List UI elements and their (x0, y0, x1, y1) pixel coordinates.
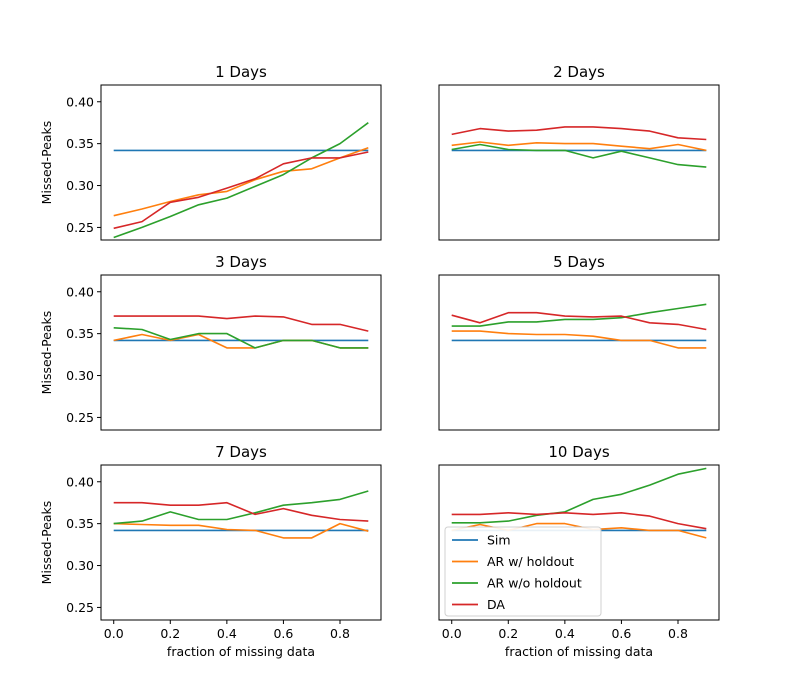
series-line-ar-w-o-holdout (451, 467, 707, 524)
y-tick-label: 0.40 (66, 284, 94, 299)
series-line-ar-w-holdout (113, 147, 369, 217)
panel-title: 7 Days (215, 443, 267, 461)
series-line-da (451, 511, 707, 530)
axes-frame (100, 274, 382, 431)
series-line-ar-w-o-holdout (451, 303, 707, 327)
x-tick-label: 0.8 (330, 626, 350, 641)
series-line-da (451, 311, 707, 331)
axes-frame (438, 464, 720, 621)
legend-frame (444, 526, 602, 617)
x-tick-label: 0.2 (498, 626, 518, 641)
panel-2-days: 2 Days (438, 63, 720, 241)
series-line-ar-w-o-holdout (451, 143, 707, 168)
y-tick-label: 0.40 (66, 474, 94, 489)
x-tick-label: 0.4 (555, 626, 575, 641)
series-line-da (451, 126, 707, 141)
x-axis-label: fraction of missing data (505, 644, 653, 659)
legend-entry: AR w/ holdout (487, 554, 574, 569)
x-axis-label: fraction of missing data (167, 644, 315, 659)
panel-3-days: 3 Days 0.25 0.30 0.35 0.40 Missed-Peaks (39, 253, 382, 431)
x-tick-label: 0.0 (104, 626, 124, 641)
y-tick-label: 0.35 (66, 326, 94, 341)
series-line-ar-w-o-holdout (113, 122, 369, 239)
y-tick-label: 0.25 (66, 600, 94, 615)
series-line-da (113, 501, 369, 522)
axes-frame (438, 84, 720, 241)
y-tick-label: 0.35 (66, 516, 94, 531)
x-tick-label: 0.6 (273, 626, 293, 641)
series-line-da (113, 315, 369, 332)
y-tick-label: 0.35 (66, 136, 94, 151)
panel-7-days: 7 Days 0.25 0.30 0.35 0.40 Missed-Peaks 0.0 0.2… (39, 443, 382, 659)
axes-frame (438, 274, 720, 431)
y-axis-label: Missed-Peaks (39, 501, 54, 585)
x-tick-label: 0.2 (160, 626, 180, 641)
panel-title: 1 Days (215, 63, 267, 81)
legend-entry: AR w/o holdout (487, 576, 582, 591)
y-axis-label: Missed-Peaks (39, 311, 54, 395)
y-tick-label: 0.25 (66, 220, 94, 235)
x-tick-label: 0.4 (217, 626, 237, 641)
x-tick-label: 0.8 (668, 626, 688, 641)
y-tick-label: 0.30 (66, 368, 94, 383)
y-tick-label: 0.30 (66, 178, 94, 193)
axes-frame (100, 464, 382, 621)
y-tick-label: 0.40 (66, 94, 94, 109)
panel-title: 3 Days (215, 253, 267, 271)
panel-10-days: 10 Days 0.0 0.2 0.4 0.6 0.8 fraction of missin… (438, 443, 720, 659)
legend-entry: Sim (487, 533, 511, 548)
y-tick-label: 0.25 (66, 410, 94, 425)
series-line-ar-w-holdout (451, 330, 707, 349)
y-tick-label: 0.30 (66, 558, 94, 573)
y-axis-label: Missed-Peaks (39, 121, 54, 205)
panel-title: 5 Days (553, 253, 605, 271)
panel-title: 10 Days (548, 443, 609, 461)
axes-frame (100, 84, 382, 241)
panel-1-days: 1 Days 0.25 0.30 0.35 0.40 Missed-Peaks (39, 63, 382, 241)
x-tick-label: 0.0 (442, 626, 462, 641)
series-line-da (113, 151, 369, 230)
series-line-ar-w-o-holdout (113, 327, 369, 349)
series-line-ar-w-holdout (113, 522, 369, 539)
legend-entry: DA (487, 597, 505, 612)
series-line-ar-w-o-holdout (113, 490, 369, 525)
legend: Sim AR w/ holdout AR w/o holdout DA (444, 526, 602, 617)
panel-title: 2 Days (553, 63, 605, 81)
panel-5-days: 5 Days (438, 253, 720, 431)
x-tick-label: 0.6 (611, 626, 631, 641)
series-line-ar-w-holdout (451, 141, 707, 152)
